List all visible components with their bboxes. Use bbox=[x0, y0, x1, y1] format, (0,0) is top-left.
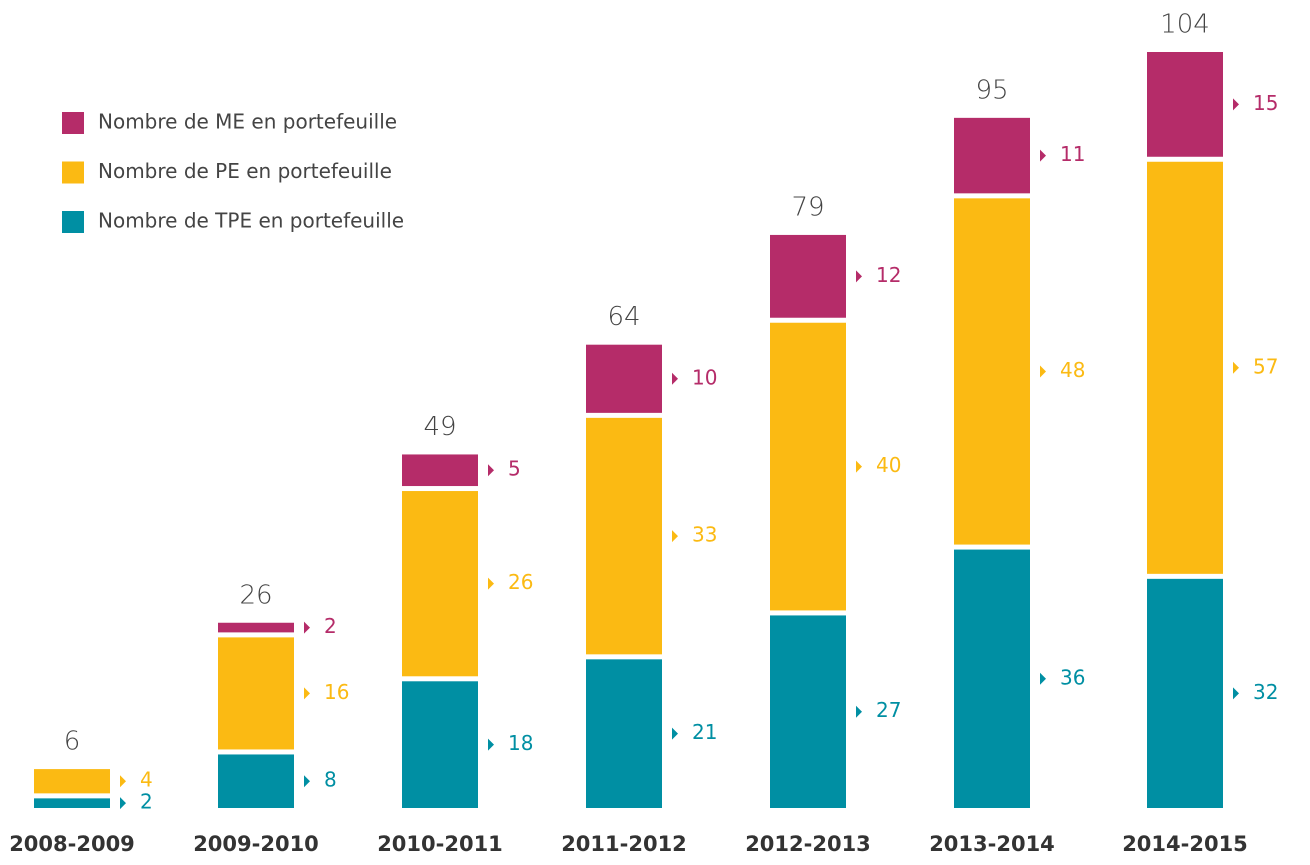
value-label: 12 bbox=[876, 263, 901, 287]
x-tick-label: 2009-2010 bbox=[193, 832, 319, 856]
pointer bbox=[856, 705, 862, 718]
value-label: 15 bbox=[1253, 91, 1278, 115]
x-tick-label: 2014-2015 bbox=[1122, 832, 1248, 856]
bar-segment bbox=[770, 234, 846, 318]
pointer bbox=[304, 621, 310, 634]
pointer bbox=[120, 797, 126, 810]
x-tick-label: 2011-2012 bbox=[561, 832, 687, 856]
bar-segment bbox=[586, 417, 662, 655]
bar-segment bbox=[954, 549, 1030, 808]
legend-label: Nombre de PE en portefeuille bbox=[98, 159, 392, 183]
pointer bbox=[1040, 365, 1046, 378]
pointer bbox=[856, 460, 862, 473]
total-label: 49 bbox=[423, 412, 456, 442]
pointer bbox=[1233, 98, 1239, 111]
total-label: 104 bbox=[1160, 10, 1210, 40]
total-label: 26 bbox=[239, 580, 272, 610]
x-tick-label: 2010-2011 bbox=[377, 832, 503, 856]
pointer bbox=[120, 775, 126, 788]
legend-swatch bbox=[62, 161, 84, 184]
pointer bbox=[672, 530, 678, 543]
bar-segment bbox=[218, 754, 294, 808]
bar-segment bbox=[954, 198, 1030, 545]
bar-segment bbox=[218, 622, 294, 633]
bar-segment bbox=[402, 454, 478, 487]
legend-swatch bbox=[62, 211, 84, 233]
total-label: 79 bbox=[791, 192, 824, 222]
bar-segment bbox=[586, 344, 662, 413]
bar-segment bbox=[34, 769, 110, 794]
pointer bbox=[488, 577, 494, 590]
pointer bbox=[672, 372, 678, 385]
bar-segment bbox=[770, 322, 846, 611]
x-tick-label: 2008-2009 bbox=[9, 832, 135, 856]
bar-segment bbox=[1147, 161, 1223, 574]
x-tick-label: 2012-2013 bbox=[745, 832, 871, 856]
pointer bbox=[488, 464, 494, 477]
legend-label: Nombre de ME en portefeuille bbox=[98, 110, 397, 134]
value-label: 2 bbox=[324, 614, 337, 638]
pointer bbox=[1040, 149, 1046, 162]
bar-segment bbox=[1147, 52, 1223, 157]
value-label: 18 bbox=[508, 731, 533, 755]
value-label: 26 bbox=[508, 570, 533, 594]
pointer bbox=[1233, 361, 1239, 374]
bar-segment bbox=[1147, 578, 1223, 808]
value-label: 40 bbox=[876, 453, 901, 477]
bar-segment bbox=[586, 659, 662, 808]
value-label: 32 bbox=[1253, 680, 1278, 704]
value-label: 4 bbox=[140, 768, 153, 792]
pointer bbox=[1233, 687, 1239, 700]
pointer bbox=[304, 687, 310, 700]
legend-swatch bbox=[62, 112, 84, 134]
value-label: 33 bbox=[692, 523, 717, 547]
pointer bbox=[1040, 672, 1046, 685]
value-label: 2 bbox=[140, 790, 153, 814]
bar-segment bbox=[954, 117, 1030, 194]
value-label: 11 bbox=[1060, 142, 1085, 166]
value-label: 36 bbox=[1060, 665, 1085, 689]
bar-segment bbox=[770, 615, 846, 808]
bar-segment bbox=[218, 637, 294, 750]
bar-segment bbox=[34, 798, 110, 808]
value-label: 16 bbox=[324, 680, 349, 704]
value-label: 48 bbox=[1060, 358, 1085, 382]
pointer bbox=[488, 738, 494, 751]
x-tick-label: 2013-2014 bbox=[929, 832, 1055, 856]
bar-segment bbox=[402, 681, 478, 808]
value-label: 10 bbox=[692, 365, 717, 389]
value-label: 5 bbox=[508, 457, 521, 481]
legend-label: Nombre de TPE en portefeuille bbox=[98, 209, 404, 233]
value-label: 27 bbox=[876, 698, 901, 722]
total-label: 64 bbox=[607, 302, 640, 332]
bar-segment bbox=[402, 491, 478, 677]
total-label: 6 bbox=[64, 727, 81, 757]
total-label: 95 bbox=[975, 75, 1008, 105]
pointer bbox=[304, 775, 310, 788]
pointer bbox=[672, 727, 678, 740]
value-label: 8 bbox=[324, 768, 337, 792]
value-label: 21 bbox=[692, 720, 717, 744]
pointer bbox=[856, 270, 862, 283]
value-label: 57 bbox=[1253, 354, 1278, 378]
